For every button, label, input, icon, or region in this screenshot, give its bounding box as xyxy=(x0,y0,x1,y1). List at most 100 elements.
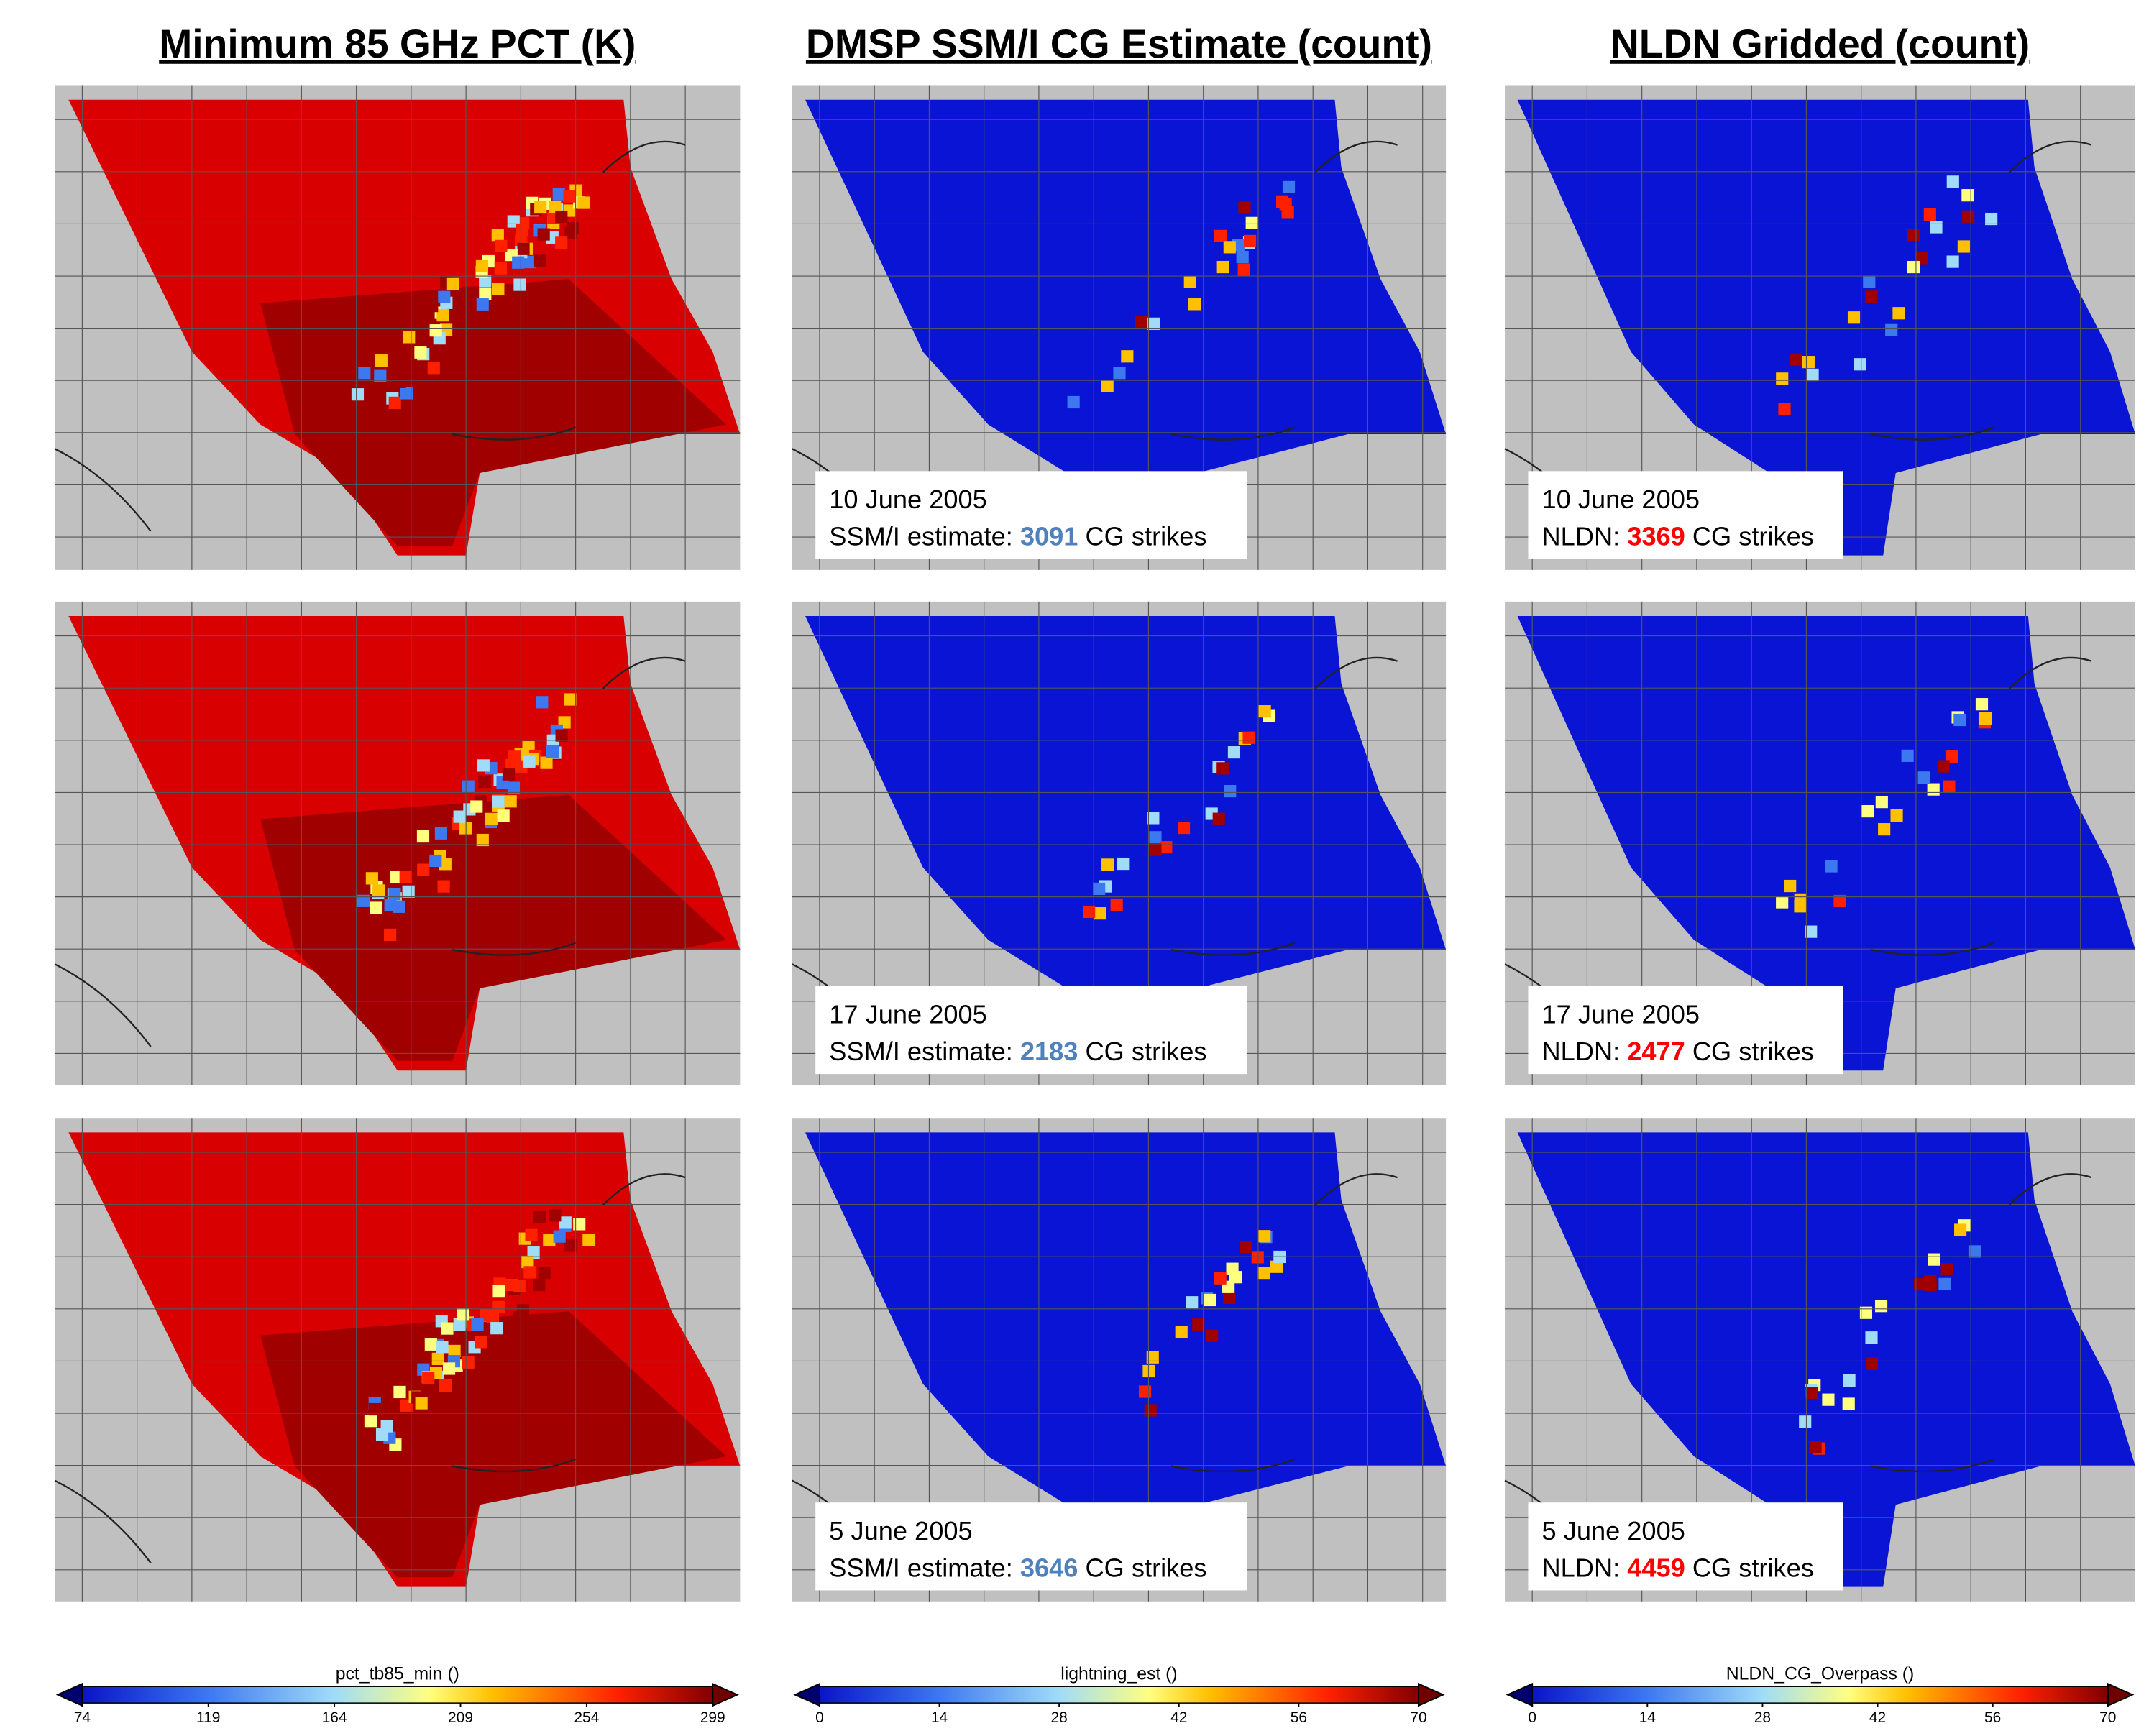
colorbar-arrow xyxy=(795,1684,820,1706)
cell xyxy=(1822,1394,1834,1406)
cell xyxy=(462,780,475,792)
count-label: NLDN: xyxy=(1542,521,1621,551)
cell xyxy=(517,243,529,255)
colorbar-tick-label: 70 xyxy=(2099,1709,2116,1726)
cell xyxy=(375,354,388,367)
count-suffix: CG strikes xyxy=(1692,521,1814,551)
cell xyxy=(394,376,406,388)
cell xyxy=(414,346,426,359)
colorbar xyxy=(82,1686,712,1703)
cell xyxy=(1184,276,1196,288)
cell xyxy=(533,1211,546,1223)
cell xyxy=(428,362,440,374)
cell xyxy=(1865,1331,1877,1344)
strike-count-text: SSM/I estimate: 3091 CG strikes xyxy=(829,521,1206,551)
cell xyxy=(416,1397,428,1409)
cell xyxy=(389,397,401,409)
cell xyxy=(426,300,438,312)
cell xyxy=(1117,858,1129,870)
cell xyxy=(1206,1330,1218,1342)
count-value: 3369 xyxy=(1627,521,1685,551)
cell xyxy=(384,929,396,941)
cell xyxy=(492,1285,505,1297)
cell xyxy=(372,884,385,896)
cell xyxy=(1121,350,1133,362)
count-label: NLDN: xyxy=(1542,1553,1621,1582)
cell xyxy=(1111,899,1123,911)
cell xyxy=(1860,1307,1872,1319)
cell xyxy=(1214,1272,1227,1285)
date-label: 10 June 2005 xyxy=(829,484,986,514)
cell xyxy=(1160,841,1172,853)
cell xyxy=(1258,1230,1270,1242)
cell xyxy=(1961,189,1974,201)
map-panel: 17 June 2005SSM/I estimate: 2183 CG stri… xyxy=(792,602,1446,1085)
cell xyxy=(1954,1223,1966,1236)
cell xyxy=(1228,746,1240,758)
colorbar-arrow xyxy=(2108,1684,2132,1706)
cell xyxy=(1214,230,1227,242)
map-panel xyxy=(55,602,740,1085)
cell xyxy=(1843,1374,1856,1387)
cell xyxy=(1924,1275,1936,1287)
figure: Minimum 85 GHz PCT (K)DMSP SSM/I CG Esti… xyxy=(0,0,2149,1736)
cell xyxy=(1890,809,1902,822)
cell xyxy=(508,750,521,763)
cell xyxy=(1790,354,1802,366)
cell xyxy=(1985,213,1997,225)
colorbar-label: pct_tb85_min () xyxy=(336,1665,459,1684)
map-panel: 17 June 2005NLDN: 2477 CG strikes xyxy=(1505,602,2135,1085)
cell xyxy=(503,768,515,781)
cell xyxy=(1204,1294,1216,1306)
cell xyxy=(1794,900,1806,912)
cell xyxy=(462,1356,475,1369)
cell xyxy=(555,236,567,249)
cell xyxy=(463,847,475,859)
cell xyxy=(1276,196,1288,208)
colorbar-tick-label: 14 xyxy=(1639,1709,1657,1726)
cell xyxy=(476,260,488,272)
colorbar-arrow xyxy=(58,1684,82,1706)
cell xyxy=(475,1354,487,1366)
cell xyxy=(1979,712,1992,725)
cell xyxy=(1223,1292,1235,1304)
cell xyxy=(1776,372,1788,385)
count-suffix: CG strikes xyxy=(1086,1037,1207,1066)
map-panel: 10 June 2005 SSM/I estimate: 3091 CG stri… xyxy=(792,85,1446,569)
count-value: 3091 xyxy=(1020,521,1078,551)
cell xyxy=(498,809,510,822)
cell xyxy=(1252,1251,1264,1263)
cell xyxy=(1938,1278,1951,1290)
cell xyxy=(1962,211,1974,223)
cell xyxy=(1101,858,1114,871)
map-panel: 5 June 2005NLDN: 4459 CG strikes xyxy=(1505,1118,2135,1602)
cell xyxy=(513,1280,526,1292)
count-label: SSM/I estimate: xyxy=(829,1037,1013,1066)
colorbar-tick-label: 74 xyxy=(74,1709,91,1726)
cell xyxy=(1902,750,1914,762)
cell xyxy=(1938,760,1950,772)
cell xyxy=(1135,316,1147,329)
cell xyxy=(1866,1358,1878,1370)
cell xyxy=(534,254,546,267)
cell xyxy=(1784,880,1796,892)
cell xyxy=(523,1266,536,1278)
colorbar-label: lightning_est () xyxy=(1060,1665,1177,1684)
cell xyxy=(1924,208,1936,221)
cell xyxy=(556,729,568,741)
cell xyxy=(472,1318,484,1331)
cell xyxy=(485,813,498,825)
cell xyxy=(475,1336,487,1348)
cell xyxy=(1217,261,1229,273)
cell xyxy=(1878,823,1890,835)
cell xyxy=(523,756,535,768)
colorbar-tick-label: 56 xyxy=(1291,1709,1307,1726)
cell xyxy=(441,1322,453,1334)
cell xyxy=(1854,358,1866,370)
cell xyxy=(1947,255,1959,267)
cell xyxy=(513,278,526,290)
cell xyxy=(417,864,429,876)
count-value: 2183 xyxy=(1020,1037,1078,1066)
cell xyxy=(1802,356,1815,368)
cell xyxy=(1865,290,1877,303)
